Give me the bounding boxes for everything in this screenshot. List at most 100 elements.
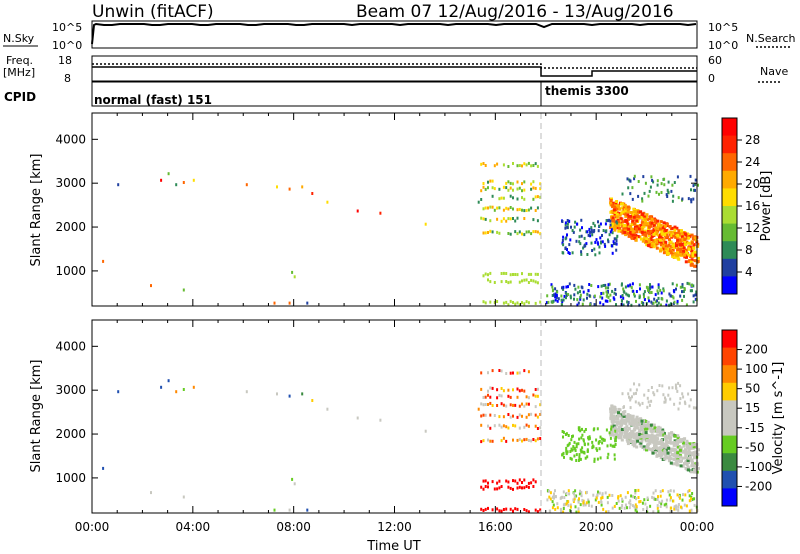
echo-cell [624,285,627,289]
colorbar-block [722,330,737,349]
echo-cell [621,392,624,396]
power-colorbar-label: Power [dB] [759,171,774,242]
echo-cell [638,296,641,300]
echo-cell [539,426,542,430]
echo-cell [301,185,304,189]
echo-cell [635,432,639,436]
x-tick-label: 04:00 [176,520,211,534]
echo-cell [192,385,195,389]
echo-cell [692,284,695,288]
echo-cell [654,442,658,445]
echo-cell [516,438,519,442]
echo-cell [581,226,583,230]
echo-cell [167,172,170,176]
echo-cell [572,230,575,234]
echo-cell [611,408,615,412]
echo-cell [623,420,627,424]
echo-cell [678,455,682,459]
echo-cell [634,225,637,229]
echo-cell [694,188,696,192]
echo-cell [549,497,552,501]
echo-cell [650,449,654,452]
echo-cell [500,369,503,373]
echo-cell [564,221,567,225]
echo-cell [579,503,582,507]
echo-cell [607,219,610,223]
echo-cell [551,285,554,289]
echo-cell [668,237,671,241]
echo-cell [670,506,673,510]
echo-cell [566,222,569,226]
echo-cell [611,422,615,426]
echo-cell [687,490,690,494]
echo-cell [659,438,663,442]
echo-cell [672,234,676,238]
echo-cell [493,487,496,491]
echo-cell [534,186,537,190]
echo-cell [694,178,697,182]
echo-cell [676,459,680,463]
echo-cell [561,286,563,290]
echo-cell [659,456,663,459]
echo-cell [663,434,667,438]
echo-cell [679,464,683,468]
echo-cell [682,437,685,441]
echo-cell [487,278,489,282]
echo-cell [635,415,639,419]
echo-cell [596,457,599,461]
echo-cell [661,449,665,453]
echo-cell [523,508,526,511]
echo-cell [670,226,674,230]
echo-cell [674,505,677,508]
echo-cell [326,407,329,411]
echo-cell [618,207,622,211]
echo-cell [582,298,585,302]
echo-cell [615,207,619,211]
echo-cell [694,182,697,186]
echo-cell [627,217,630,221]
echo-cell [625,425,629,429]
echo-cell [546,489,549,493]
echo-cell [578,235,581,239]
echo-cell [656,299,658,303]
echo-cell [514,507,517,511]
echo-cell [657,454,661,457]
colorbar-block [722,276,737,295]
echo-cell [496,217,499,221]
echo-cell [669,496,672,500]
echo-cell [669,230,673,234]
echo-cell [673,434,677,438]
echo-cell [498,231,501,235]
colorbar-block [722,118,737,137]
echo-cell [561,430,564,433]
echo-cell [575,510,578,514]
echo-cell [609,201,613,205]
echo-cell [527,161,530,165]
echo-cell [505,206,508,210]
echo-cell [575,445,578,449]
echo-cell [656,183,659,187]
echo-cell [579,228,582,232]
echo-cell [578,455,581,459]
echo-cell [684,243,687,247]
echo-cell [484,485,487,488]
echo-cell [690,284,693,287]
echo-cell [523,217,526,220]
echo-cell [496,507,499,511]
echo-cell [628,435,632,439]
echo-cell [611,444,614,448]
cpid-mode-themis: themis 3300 [545,84,629,98]
echo-cell [484,507,487,511]
echo-cell [623,290,626,294]
echo-cell [639,442,643,446]
echo-cell [638,403,641,407]
echo-cell [616,429,620,433]
echo-cell [167,379,170,383]
echo-cell [670,510,673,514]
echo-cell [630,494,633,498]
echo-cell [505,372,508,375]
echo-cell [545,301,548,305]
echo-cell [661,499,664,503]
echo-cell [491,386,494,390]
echo-cell [656,389,659,393]
